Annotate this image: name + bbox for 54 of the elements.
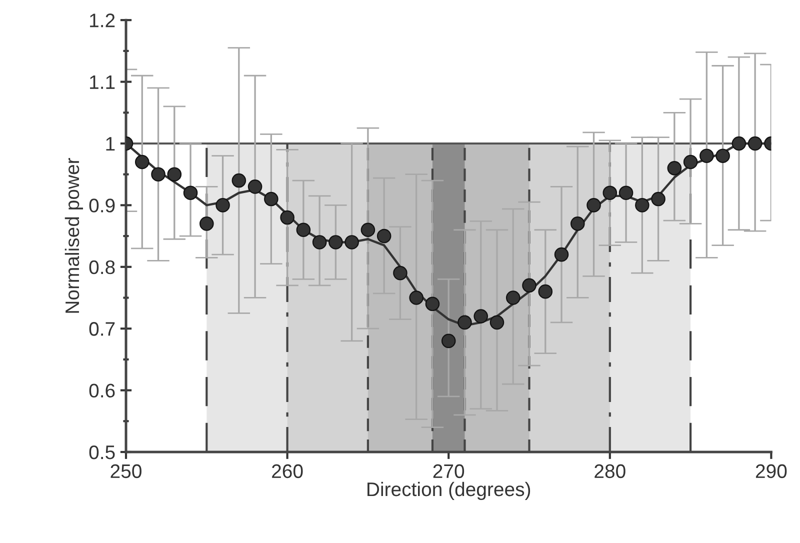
x-tick-label: 250 — [110, 464, 142, 478]
point — [134, 154, 150, 170]
x-tick-label: 260 — [272, 464, 303, 478]
point — [312, 235, 327, 250]
point — [393, 266, 408, 280]
point — [522, 278, 536, 293]
point — [554, 247, 569, 262]
point — [360, 222, 376, 238]
point — [183, 186, 198, 200]
point — [635, 198, 650, 212]
point — [216, 198, 230, 212]
point — [151, 167, 166, 182]
x-tick-label: 290 — [756, 464, 787, 478]
x-axis-title: Direction (degrees) — [368, 482, 530, 500]
y-tick-label: 0.8 — [89, 260, 115, 274]
point — [586, 198, 601, 212]
point — [280, 210, 294, 225]
point — [441, 334, 456, 348]
y-tick-label: 0.6 — [89, 384, 115, 398]
point — [602, 186, 618, 200]
y-tick-label: 0.9 — [89, 198, 115, 212]
y-tick-label: 1.1 — [90, 75, 115, 89]
point — [167, 167, 182, 182]
point — [264, 192, 278, 206]
point — [538, 284, 553, 299]
point — [474, 309, 488, 324]
point — [200, 216, 214, 231]
point — [683, 154, 698, 170]
y-tick-label: 0.5 — [89, 445, 115, 460]
y-tick-label: 1 — [106, 137, 115, 151]
y-axis-title: Normalised power — [64, 158, 83, 313]
y-tick-label: 0.7 — [89, 322, 115, 336]
point — [700, 148, 714, 163]
point — [667, 161, 682, 176]
point — [232, 173, 246, 188]
y-tick-label: 1.2 — [90, 14, 115, 28]
point — [458, 315, 472, 330]
point — [716, 148, 730, 163]
point — [248, 180, 262, 194]
point — [748, 136, 762, 151]
point — [490, 315, 504, 330]
point — [570, 216, 585, 231]
point — [328, 235, 343, 250]
point — [296, 222, 311, 238]
point — [618, 186, 634, 200]
point — [651, 192, 666, 206]
point — [506, 290, 520, 305]
point — [425, 296, 440, 312]
point — [732, 136, 746, 151]
point — [344, 235, 359, 250]
x-tick-label: 280 — [594, 464, 626, 478]
point — [409, 290, 424, 305]
x-tick-label: 270 — [433, 464, 464, 478]
point — [376, 228, 392, 244]
